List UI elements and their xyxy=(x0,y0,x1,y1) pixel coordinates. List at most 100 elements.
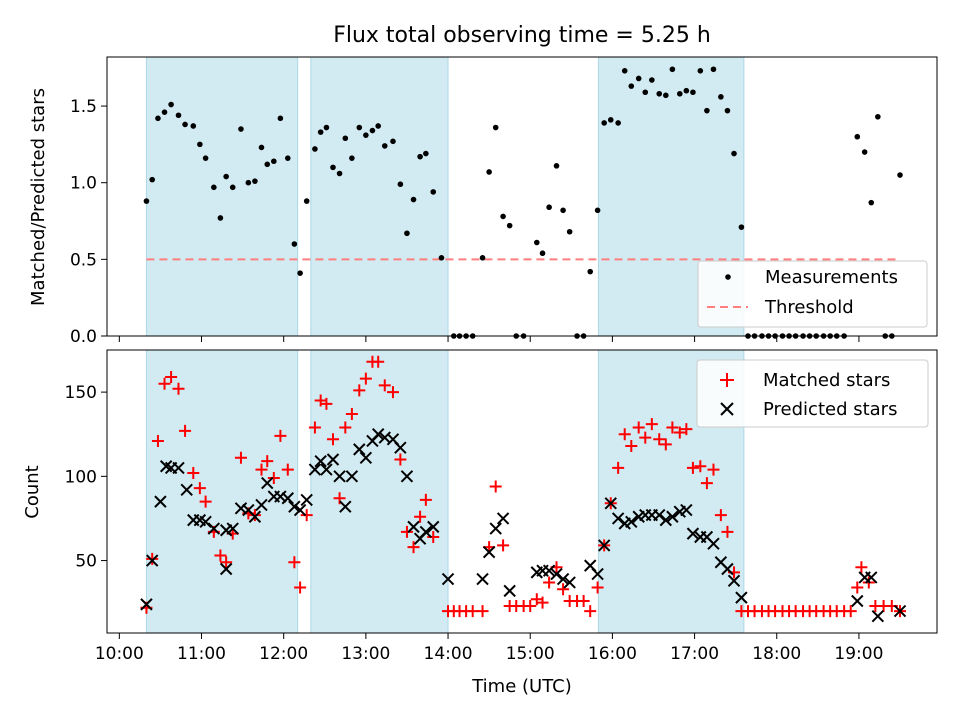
shaded-interval xyxy=(145,349,299,634)
predicted-star-point xyxy=(666,510,679,523)
predicted-star-point xyxy=(591,567,604,581)
measurement-point xyxy=(506,222,513,229)
measurement-point xyxy=(330,164,336,171)
measurement-point xyxy=(663,92,669,99)
measurement-point xyxy=(430,189,437,195)
matched-star-point xyxy=(267,472,280,485)
measurement-point xyxy=(223,173,229,180)
predicted-star-point xyxy=(281,492,294,505)
measurement-point xyxy=(594,207,601,214)
matched-star-point xyxy=(187,466,200,479)
predicted-star-point xyxy=(407,520,420,534)
shaded-interval xyxy=(145,56,299,337)
matched-star-point xyxy=(214,549,227,562)
matched-star-point xyxy=(591,581,604,594)
measurement-point xyxy=(190,123,197,129)
predicted-star-point xyxy=(597,539,611,552)
measurement-point xyxy=(560,207,566,214)
measurement-point xyxy=(317,129,324,135)
bottom-panel-points xyxy=(140,355,907,623)
predicted-star-point xyxy=(371,428,385,441)
bottom-panel-shading xyxy=(145,349,745,634)
legend-predicted-marker xyxy=(720,402,734,416)
legend-matched-marker xyxy=(720,373,734,387)
matched-star-point xyxy=(151,434,164,447)
measurement-point xyxy=(539,250,546,257)
predicted-star-point xyxy=(140,598,153,611)
top-panel-xticks xyxy=(118,336,860,342)
measurement-point xyxy=(211,184,217,191)
matched-star-point xyxy=(220,556,233,569)
predicted-star-point xyxy=(219,562,233,576)
measurement-point xyxy=(404,230,410,237)
matched-star-point xyxy=(524,600,537,613)
measurement-point xyxy=(175,112,182,119)
predicted-star-point xyxy=(400,470,414,483)
matched-star-point xyxy=(844,605,857,618)
matched-star-point xyxy=(146,552,159,565)
predicted-star-point xyxy=(288,500,301,513)
x-tick-label: 14:00 xyxy=(424,644,473,664)
predicted-star-point xyxy=(345,470,359,483)
top-panel-yticks: 0.0 0.5 1.0 1.5 xyxy=(70,97,107,347)
predicted-star-point xyxy=(261,476,274,490)
y-tick-label: 1.0 xyxy=(70,174,97,194)
matched-star-point xyxy=(326,433,339,446)
matched-star-point xyxy=(707,463,720,476)
predicted-star-point xyxy=(234,502,248,515)
measurement-point xyxy=(690,89,696,96)
predicted-star-point xyxy=(199,515,212,529)
measurement-point xyxy=(546,204,552,211)
measurement-point xyxy=(607,117,614,123)
measurement-point xyxy=(500,213,506,220)
predicted-star-point xyxy=(154,495,167,508)
measurement-point xyxy=(724,107,731,114)
matched-star-point xyxy=(359,372,372,385)
legend-predicted-label: Predicted stars xyxy=(763,399,897,420)
matched-star-point xyxy=(557,583,570,596)
top-panel-frame xyxy=(106,56,938,337)
measurement-point xyxy=(731,150,737,157)
measurement-point xyxy=(202,155,209,161)
measurement-point xyxy=(533,239,540,246)
measurement-point xyxy=(642,89,649,96)
measurement-point xyxy=(375,123,381,129)
matched-star-point xyxy=(618,428,631,441)
predicted-star-point xyxy=(274,490,287,503)
measurement-point xyxy=(718,94,724,100)
predicted-star-point xyxy=(556,572,570,586)
measurement-point xyxy=(336,170,343,177)
matched-star-point xyxy=(489,480,502,493)
predicted-star-point xyxy=(496,512,510,525)
measurement-point xyxy=(217,215,224,221)
measurement-point xyxy=(868,199,875,206)
matched-star-point xyxy=(851,581,864,594)
matched-star-point xyxy=(394,453,407,466)
bottom-legend-box xyxy=(696,359,929,428)
predicted-star-point xyxy=(680,503,693,517)
predicted-star-point xyxy=(333,470,346,483)
predicted-star-point xyxy=(503,584,516,598)
predicted-star-point xyxy=(226,522,239,535)
matched-star-point xyxy=(308,421,321,434)
measurement-point xyxy=(854,133,861,140)
bottom-panel-yticks: 50 100 150 xyxy=(65,383,107,572)
shaded-interval xyxy=(310,56,449,337)
predicted-star-point xyxy=(308,463,322,476)
measurement-point xyxy=(349,155,355,161)
matched-star-point xyxy=(294,581,307,594)
measurement-point xyxy=(271,158,277,165)
matched-star-point xyxy=(855,561,868,574)
predicted-star-point xyxy=(419,525,433,539)
top-panel: 0.0 0.5 1.0 1.5 Matched/Predicted stars Mea… xyxy=(28,56,938,347)
matched-star-point xyxy=(721,525,734,538)
legend-measurements-label: Measurements xyxy=(765,267,898,288)
x-tick-label: 13:00 xyxy=(341,644,390,664)
predicted-star-point xyxy=(394,441,407,454)
predicted-star-point xyxy=(207,522,221,535)
matched-star-point xyxy=(639,431,652,444)
top-panel-points xyxy=(143,66,903,339)
matched-star-point xyxy=(300,509,313,522)
measurement-point xyxy=(168,101,174,108)
